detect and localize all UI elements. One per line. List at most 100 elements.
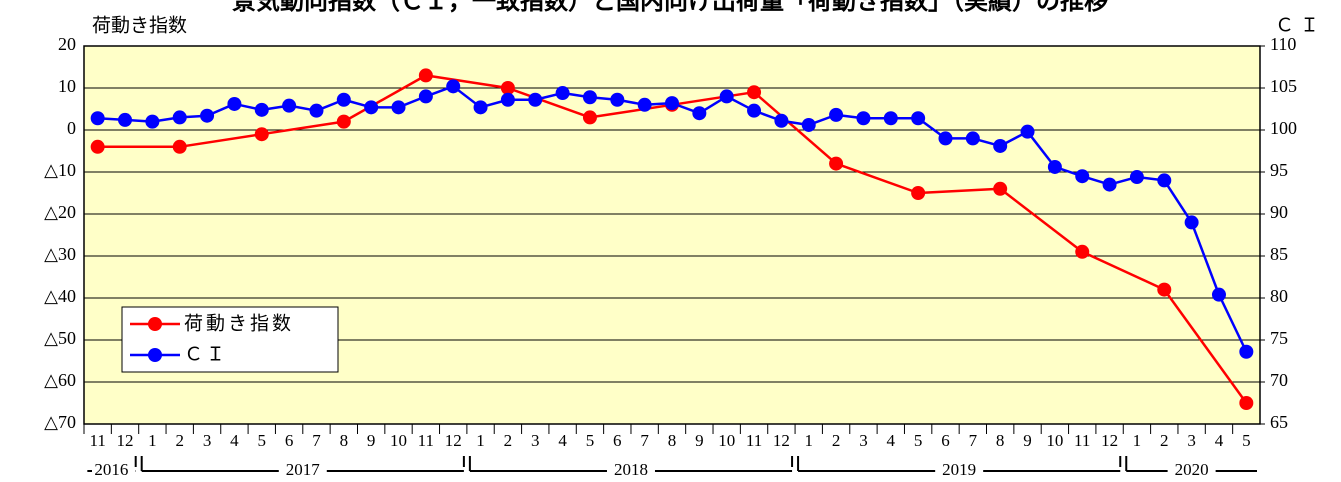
y2-tick-label: 105 [1270, 76, 1297, 96]
y-tick-label: △40 [44, 286, 76, 306]
data-point [364, 100, 379, 115]
x-tick-label: 2 [175, 431, 184, 450]
x-tick-label: 10 [390, 431, 407, 450]
data-point [637, 97, 652, 112]
data-point [336, 114, 351, 129]
x-tick-label: 11 [418, 431, 434, 450]
x-tick-label: 5 [914, 431, 923, 450]
data-point [883, 111, 898, 126]
year-label: 2017 [286, 460, 321, 479]
data-point [227, 96, 242, 111]
data-point [145, 114, 160, 129]
data-point [500, 92, 515, 107]
x-tick-label: 4 [558, 431, 567, 450]
data-point [528, 92, 543, 107]
data-point [1184, 215, 1199, 230]
x-tick-label: 2 [504, 431, 513, 450]
data-point [254, 102, 269, 117]
x-tick-label: 6 [941, 431, 950, 450]
series-line [1163, 179, 1193, 224]
y-tick-label: △50 [44, 328, 76, 348]
y2-tick-label: 80 [1270, 286, 1288, 306]
y-tick-label: △10 [44, 160, 76, 180]
x-tick-label: 10 [718, 431, 735, 450]
data-point [1047, 159, 1062, 174]
x-tick-label: 11 [89, 431, 105, 450]
x-tick-label: 8 [996, 431, 1005, 450]
y-axis-label: 荷動き指数 [92, 15, 187, 37]
y-tick-label: △30 [44, 244, 76, 264]
series-line [753, 91, 837, 165]
series-line [589, 103, 673, 119]
series-line [999, 187, 1083, 253]
data-point [1239, 396, 1254, 410]
y2-tick-label: 110 [1270, 34, 1296, 54]
data-point [172, 110, 187, 125]
y2-tick-label: 100 [1270, 118, 1297, 138]
x-tick-label: 3 [203, 431, 212, 450]
series-line [1217, 294, 1248, 353]
x-tick-label: 11 [746, 431, 762, 450]
data-point [829, 107, 844, 122]
legend-label: 荷動き指数 [184, 313, 294, 335]
x-tick-label: 4 [1215, 431, 1224, 450]
year-label: 2019 [942, 460, 976, 479]
data-point [418, 89, 433, 104]
y2-tick-label: 85 [1270, 244, 1288, 264]
y2-tick-label: 70 [1270, 370, 1288, 390]
x-tick-label: 3 [859, 431, 868, 450]
x-tick-label: 2 [832, 431, 841, 450]
x-tick-label: 4 [230, 431, 239, 450]
x-tick-label: 9 [1023, 431, 1032, 450]
data-point [1075, 244, 1090, 259]
x-tick-label: 12 [1101, 431, 1118, 450]
data-point [747, 103, 762, 118]
data-point [993, 138, 1008, 153]
data-point [282, 98, 297, 113]
x-tick-label: 5 [258, 431, 267, 450]
data-point [938, 131, 953, 146]
data-point [254, 127, 269, 142]
x-tick-label: 1 [1133, 431, 1142, 450]
y2-tick-label: 95 [1270, 160, 1288, 180]
data-point [801, 117, 816, 132]
data-point [911, 111, 926, 126]
data-point [582, 90, 597, 105]
x-tick-label: 11 [1074, 431, 1090, 450]
x-tick-label: 12 [445, 431, 462, 450]
data-point [172, 139, 187, 154]
x-tick-label: 12 [117, 431, 134, 450]
series-line [1190, 221, 1221, 296]
data-point [747, 85, 762, 100]
data-point [446, 79, 461, 94]
data-point [1211, 287, 1226, 302]
data-point [1102, 177, 1117, 192]
series-line [507, 86, 591, 119]
year-label: 2016 [94, 460, 128, 479]
data-point [993, 181, 1008, 196]
x-tick-label: 7 [640, 431, 649, 450]
series-line [261, 120, 345, 136]
data-point [90, 111, 105, 126]
x-tick-label: 5 [1242, 431, 1251, 450]
y2-tick-label: 65 [1270, 412, 1288, 432]
x-tick-label: 12 [773, 431, 790, 450]
data-point [1020, 124, 1035, 139]
data-point [911, 186, 926, 200]
y-tick-label: 0 [67, 118, 76, 138]
data-point [965, 131, 980, 146]
data-point [336, 92, 351, 107]
data-point [1075, 169, 1090, 184]
series-line [1026, 130, 1056, 168]
y-tick-label: △20 [44, 202, 76, 222]
y2-tick-label: 75 [1270, 328, 1288, 348]
x-tick-label: 1 [148, 431, 157, 450]
y-tick-label: 20 [58, 34, 76, 54]
series-line [1163, 288, 1248, 404]
data-point [473, 100, 488, 115]
legend-marker [148, 348, 162, 362]
data-point [665, 96, 679, 111]
x-tick-label: 7 [312, 431, 321, 450]
y-tick-label: △60 [44, 370, 76, 390]
